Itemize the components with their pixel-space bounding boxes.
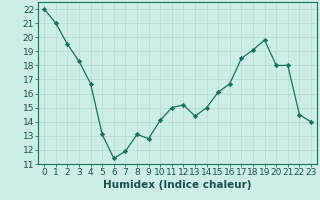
X-axis label: Humidex (Indice chaleur): Humidex (Indice chaleur) (103, 180, 252, 190)
